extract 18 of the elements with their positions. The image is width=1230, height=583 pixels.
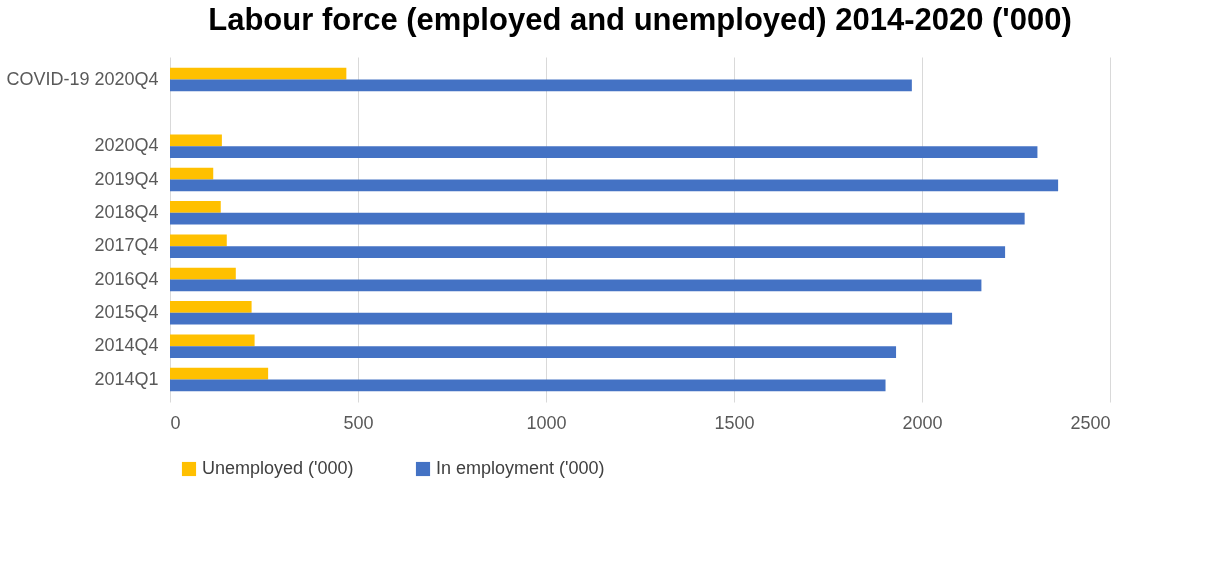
y-tick-label: 2020Q4 [94,135,159,156]
x-tick-label: 1000 [526,412,567,433]
x-tick-label: 1500 [714,412,755,433]
y-tick-label: 2018Q4 [94,201,159,222]
y-tick-label: 2019Q4 [94,168,159,189]
legend-label: Unemployed ('000) [202,458,354,478]
y-tick-label: 2014Q4 [94,335,159,356]
x-tick-label: 2000 [902,412,943,433]
y-tick-label: 2017Q4 [94,235,159,256]
y-tick-label: 2014Q1 [94,368,159,389]
x-tick-label: 500 [343,412,374,433]
y-tick-label: 2015Q4 [94,301,159,322]
chart-title: Labour force (employed and unemployed) 2014-2020 ('000) [208,2,1072,37]
x-tick-label: 2500 [1070,412,1111,433]
x-tick-label: 0 [170,412,181,433]
y-tick-label: 2016Q4 [94,268,159,289]
legend-label: In employment ('000) [436,458,605,478]
y-tick-label: COVID-19 2020Q4 [6,68,159,89]
